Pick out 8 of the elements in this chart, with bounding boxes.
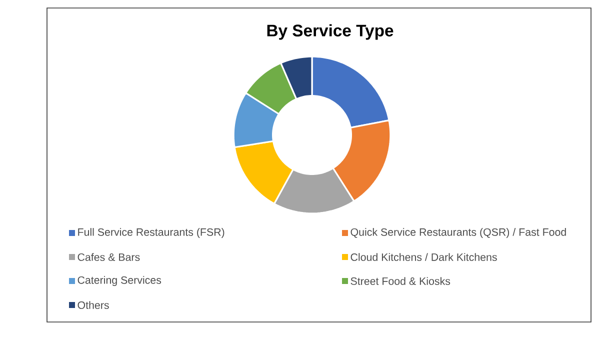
- legend-label: Cloud Kitchens / Dark Kitchens: [350, 253, 497, 261]
- legend-label: Cafes & Bars: [78, 253, 140, 261]
- legend-label: Catering Services: [78, 276, 162, 286]
- legend-label: Others: [78, 301, 109, 309]
- chart-title: By Service Type: [267, 24, 394, 40]
- legend-label: Full Service Restaurants (FSR): [78, 228, 224, 238]
- legend-label: Quick Service Restaurants (QSR) / Fast Food: [350, 228, 566, 238]
- legend-label: Street Food & Kiosks: [350, 277, 450, 285]
